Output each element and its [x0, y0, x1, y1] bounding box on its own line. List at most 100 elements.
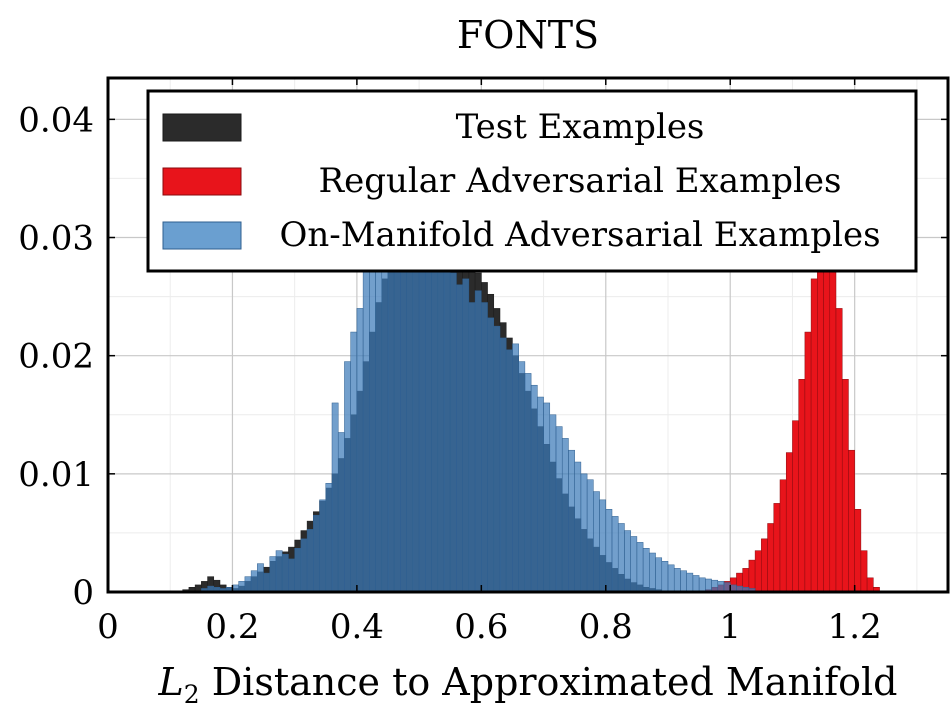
x-tick-label: 0 — [97, 607, 119, 647]
bar-on-manifold — [250, 570, 258, 593]
x-axis-label-subscript: 2 — [184, 680, 200, 709]
bar-on-manifold — [705, 578, 712, 593]
bar-on-manifold — [281, 553, 289, 593]
bar-on-manifold — [449, 272, 457, 593]
bar-on-manifold — [642, 548, 650, 593]
bar-regular — [866, 577, 874, 593]
bar-regular — [754, 550, 762, 593]
bar-on-manifold — [561, 438, 569, 593]
bar-on-manifold — [356, 308, 364, 593]
bar-on-manifold — [288, 558, 295, 593]
bar-on-manifold — [599, 499, 607, 593]
legend: Test Examples Regular Adversarial Exampl… — [146, 89, 918, 273]
x-tick-label: 1 — [719, 607, 741, 647]
bar-regular — [804, 331, 812, 593]
bar-on-manifold — [630, 536, 638, 593]
bar-on-manifold — [406, 249, 414, 593]
bar-regular — [798, 379, 806, 593]
x-tick-label: 0.6 — [454, 607, 508, 647]
bar-on-manifold — [574, 461, 582, 593]
bar-regular — [848, 449, 855, 593]
bar-on-manifold — [337, 432, 345, 593]
x-axis-label: L2 Distance to Approximated Manifold — [157, 660, 897, 709]
legend-label-on-manifold: On-Manifold Adversarial Examples — [279, 215, 880, 255]
legend-box — [146, 89, 918, 273]
bar-on-manifold — [431, 225, 439, 593]
bar-on-manifold — [537, 396, 544, 593]
bar-on-manifold — [487, 317, 495, 593]
bar-on-manifold — [300, 538, 308, 593]
bar-on-manifold — [586, 479, 594, 593]
bar-on-manifold — [505, 349, 513, 593]
bar-regular — [835, 308, 843, 593]
bar-regular — [767, 523, 775, 593]
bar-on-manifold — [543, 402, 551, 593]
bar-on-manifold — [667, 564, 675, 593]
bar-on-manifold — [593, 491, 600, 593]
bar-on-manifold — [530, 384, 538, 593]
y-tick-label: 0.02 — [18, 337, 94, 377]
legend-label-test: Test Examples — [456, 107, 705, 147]
bar-on-manifold — [617, 523, 625, 593]
bar-on-manifold — [624, 530, 631, 593]
bar-regular — [779, 479, 787, 593]
x-tick-label: 0.4 — [330, 607, 384, 647]
bar-on-manifold — [549, 414, 557, 593]
x-tick-label: 0.8 — [579, 607, 633, 647]
bar-on-manifold — [393, 237, 401, 593]
bar-on-manifold — [313, 514, 320, 593]
bar-on-manifold — [456, 284, 463, 593]
bar-on-manifold — [518, 361, 526, 593]
bar-on-manifold — [568, 449, 575, 593]
bar-regular — [773, 503, 781, 593]
bar-on-manifold — [275, 550, 283, 593]
bar-on-manifold — [580, 473, 588, 593]
bar-on-manifold — [649, 552, 656, 593]
plot-frame — [106, 76, 950, 594]
bar-regular — [761, 538, 768, 593]
x-tick-label: 1.2 — [828, 607, 882, 647]
chart-title: FONTS — [457, 13, 599, 57]
bar-on-manifold — [717, 581, 725, 593]
bar-on-manifold — [238, 581, 246, 593]
x-axis-label-text: Distance to Approximated Manifold — [200, 660, 898, 704]
bar-on-manifold — [611, 516, 619, 593]
legend-swatch-regular — [162, 167, 242, 196]
legend-swatch-on-manifold — [162, 221, 242, 250]
bar-on-manifold — [437, 239, 445, 593]
bar-on-manifold — [711, 579, 719, 593]
bar-on-manifold — [499, 337, 507, 593]
bar-on-manifold — [698, 577, 706, 593]
bar-on-manifold — [673, 568, 681, 593]
y-tick-label: 0.01 — [18, 455, 94, 495]
bar-regular — [748, 559, 756, 593]
bar-on-manifold — [319, 499, 327, 593]
bar-regular — [792, 420, 799, 593]
bar-regular — [785, 452, 793, 593]
x-axis-label-variable: L — [157, 660, 183, 704]
bar-on-manifold — [462, 278, 470, 593]
bar-on-manifold — [481, 302, 488, 593]
legend-swatch-test — [162, 113, 242, 142]
bar-on-manifold — [400, 243, 407, 593]
bar-regular — [817, 237, 824, 593]
bar-regular — [860, 550, 868, 593]
y-tick-labels: 0 0.01 0.02 0.03 0.04 — [18, 100, 94, 613]
bar-on-manifold — [636, 542, 644, 593]
bar-on-manifold — [686, 572, 694, 593]
bar-regular — [841, 379, 849, 593]
x-tick-label: 0.2 — [205, 607, 259, 647]
legend-label-regular: Regular Adversarial Examples — [319, 161, 842, 201]
bar-on-manifold — [512, 343, 519, 593]
bar-on-manifold — [661, 561, 669, 593]
bar-on-manifold — [306, 529, 314, 593]
bar-on-manifold — [605, 509, 613, 593]
bar-on-manifold — [474, 290, 482, 593]
y-tick-label: 0 — [72, 573, 94, 613]
x-tick-labels: 0 0.2 0.4 0.6 0.8 1 1.2 — [97, 607, 882, 647]
y-tick-label: 0.03 — [18, 219, 94, 259]
bar-on-manifold — [269, 556, 277, 593]
bar-regular — [854, 509, 862, 593]
bar-on-manifold — [331, 402, 339, 593]
